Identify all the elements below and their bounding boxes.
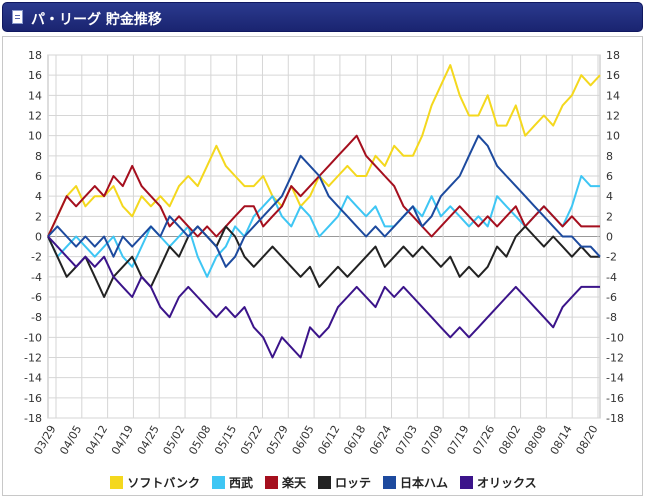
legend-item: オリックス (460, 474, 537, 491)
y-tick-label-right: -4 (606, 271, 617, 284)
x-tick-label: 05/15 (212, 423, 239, 457)
y-tick-label-left: -12 (24, 352, 42, 365)
y-tick-label-left: 16 (28, 69, 42, 82)
y-tick-label-left: -6 (31, 291, 42, 304)
legend-swatch (264, 476, 278, 489)
series-line-2 (47, 134, 600, 238)
y-tick-label-left: -4 (31, 271, 42, 284)
x-tick-label: 04/05 (57, 423, 84, 457)
legend-label: 楽天 (281, 476, 306, 490)
legend-item: 日本ハム (383, 474, 448, 491)
legend-label: ロッテ (334, 476, 371, 490)
y-tick-label-left: 18 (28, 49, 42, 62)
y-tick-label-right: -16 (606, 392, 624, 405)
y-tick-label-right: 8 (606, 150, 613, 163)
chart-legend: ソフトバンク 西武 楽天 ロッテ 日本ハム オリックス (0, 472, 647, 494)
y-tick-label-left: 10 (28, 130, 42, 143)
y-tick-label-right: 2 (606, 210, 613, 223)
x-tick-label: 07/19 (444, 423, 471, 457)
x-tick-label: 04/25 (135, 423, 162, 457)
y-tick-label-left: 0 (35, 231, 42, 244)
y-tick-label-left: -10 (24, 331, 42, 344)
legend-label: 西武 (228, 476, 253, 490)
y-tick-label-left: 12 (28, 110, 42, 123)
x-tick-label: 04/19 (109, 423, 136, 457)
y-tick-label-right: -8 (606, 311, 617, 324)
x-tick-label: 05/02 (161, 423, 188, 457)
y-tick-label-right: 6 (606, 170, 613, 183)
y-tick-label-right: -6 (606, 291, 617, 304)
y-tick-label-right: 0 (606, 231, 613, 244)
page-title: パ・リーグ 貯金推移 (31, 12, 162, 28)
legend-label: ソフトバンク (127, 476, 200, 490)
x-tick-label: 06/12 (315, 423, 342, 457)
series-line-4 (47, 134, 601, 268)
x-tick-label: 05/22 (238, 423, 265, 457)
y-tick-label-right: -14 (606, 372, 624, 385)
legend-item: 楽天 (264, 474, 306, 491)
y-tick-label-left: 8 (35, 150, 42, 163)
legend-item: ロッテ (317, 474, 371, 491)
x-tick-label: 08/14 (548, 423, 575, 457)
page-header: パ・リーグ 貯金推移 (2, 2, 643, 32)
y-tick-label-right: 16 (606, 69, 620, 82)
y-tick-label-left: -2 (31, 251, 42, 264)
x-tick-label: 08/08 (522, 423, 549, 457)
y-tick-label-right: 18 (606, 49, 620, 62)
x-tick-label: 06/05 (290, 423, 317, 457)
y-tick-label-left: -18 (24, 412, 42, 425)
x-tick-label: 06/18 (341, 423, 368, 457)
series-line-5 (47, 235, 600, 359)
y-tick-label-left: 14 (28, 89, 42, 102)
x-tick-label: 07/03 (393, 423, 420, 457)
y-tick-label-right: -10 (606, 331, 624, 344)
y-tick-label-left: -8 (31, 311, 42, 324)
y-tick-label-right: -2 (606, 251, 617, 264)
y-tick-label-left: -16 (24, 392, 42, 405)
x-tick-label: 05/29 (264, 423, 291, 457)
x-tick-label: 04/12 (83, 423, 110, 457)
legend-label: 日本ハム (400, 476, 449, 490)
y-tick-label-left: -14 (24, 372, 42, 385)
x-tick-label: 07/26 (470, 423, 497, 457)
x-tick-label: 06/24 (367, 423, 394, 457)
series-line-3 (47, 225, 600, 298)
document-icon (12, 10, 23, 24)
series-line-1 (47, 175, 600, 278)
y-tick-label-right: -12 (606, 352, 624, 365)
y-tick-label-right: 4 (606, 190, 613, 203)
x-tick-label: 05/08 (186, 423, 213, 457)
y-tick-label-left: 6 (35, 170, 42, 183)
x-tick-label: 08/02 (496, 423, 523, 457)
y-tick-label-right: 12 (606, 110, 620, 123)
legend-swatch (110, 476, 124, 489)
x-tick-label: 03/29 (31, 423, 58, 457)
legend-label: オリックス (477, 476, 537, 490)
legend-swatch (460, 476, 474, 489)
x-tick-label: 08/20 (573, 423, 600, 457)
legend-item: 西武 (211, 474, 253, 491)
series-line-0 (47, 64, 601, 237)
y-tick-label-left: 4 (35, 190, 42, 203)
legend-swatch (383, 476, 396, 489)
y-tick-label-right: -18 (606, 412, 624, 425)
y-tick-label-right: 14 (606, 89, 620, 102)
legend-swatch (317, 476, 331, 489)
legend-item: ソフトバンク (110, 474, 200, 491)
y-tick-label-left: 2 (35, 210, 42, 223)
y-tick-label-right: 10 (606, 130, 620, 143)
legend-swatch (211, 476, 225, 489)
x-tick-label: 07/09 (419, 423, 446, 457)
